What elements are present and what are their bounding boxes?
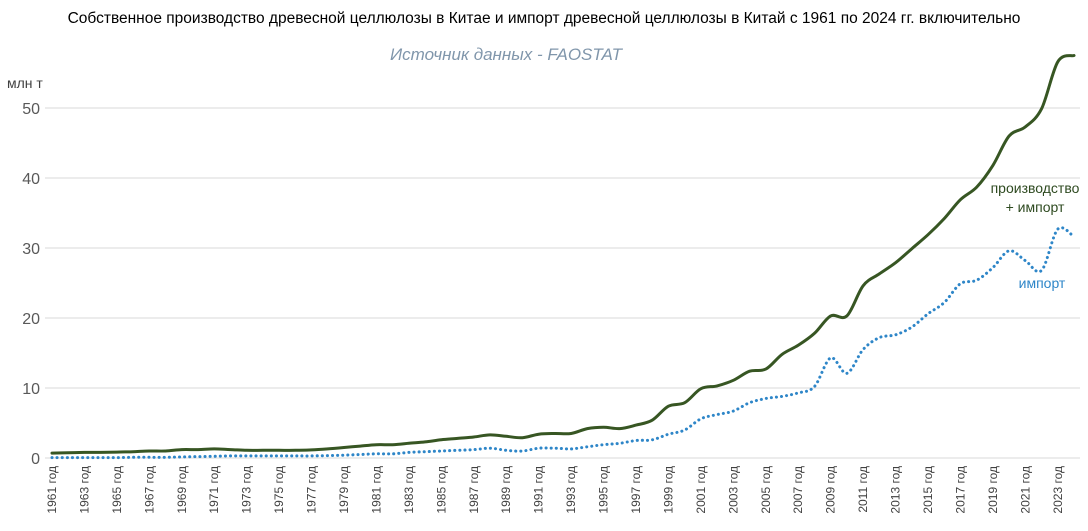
chart-subtitle: Источник данных - FAOSTAT <box>390 45 624 64</box>
x-tick-label: 1975 год <box>272 466 286 514</box>
gridlines <box>45 107 1080 459</box>
x-tick-label: 2007 год <box>791 466 805 514</box>
y-axis-ticks: 0 10 20 30 40 50 <box>22 101 40 468</box>
x-tick-label: 2013 год <box>889 466 903 514</box>
x-tick-label: 1983 год <box>402 466 416 514</box>
y-tick-label: 0 <box>31 451 40 468</box>
y-tick-label: 50 <box>22 101 40 118</box>
x-tick-label: 1967 год <box>142 466 156 514</box>
x-tick-label: 1977 год <box>305 466 319 514</box>
x-tick-label: 1961 год <box>45 466 59 514</box>
x-tick-label: 1963 год <box>77 466 91 514</box>
x-tick-label: 2017 год <box>953 466 967 514</box>
series-label-production-line1: производство <box>991 180 1080 196</box>
x-tick-label: 1995 год <box>597 466 611 514</box>
x-tick-label: 2021 год <box>1018 466 1032 514</box>
series-label-import: импорт <box>1019 275 1066 291</box>
x-tick-label: 2003 год <box>726 466 740 514</box>
x-tick-label: 2005 год <box>759 466 773 514</box>
y-tick-label: 20 <box>22 311 40 328</box>
x-tick-label: 2009 год <box>824 466 838 514</box>
x-tick-label: 1979 год <box>337 466 351 514</box>
x-tick-label: 1981 год <box>369 466 383 514</box>
x-tick-label: 1991 год <box>532 466 546 514</box>
x-tick-label: 2001 год <box>694 466 708 514</box>
x-tick-label: 2015 год <box>921 466 935 514</box>
x-tick-label: 1987 год <box>467 466 481 514</box>
x-tick-label: 2011 год <box>856 466 870 513</box>
series-label-production-line2: + импорт <box>1006 199 1065 215</box>
x-tick-label: 1969 год <box>175 466 189 514</box>
x-tick-label: 2019 год <box>986 466 1000 514</box>
series-line-import <box>50 226 1076 460</box>
x-tick-label: 1985 год <box>434 466 448 514</box>
x-tick-label: 2023 год <box>1051 466 1065 514</box>
series-line-production-plus-import <box>50 54 1076 455</box>
x-tick-label: 1997 год <box>629 466 643 514</box>
x-axis-ticks: 1961 год 1963 год 1965 год 1967 год 1969 год… <box>45 466 1065 514</box>
x-tick-label: 1993 год <box>564 466 578 514</box>
x-tick-label: 1999 год <box>661 466 675 514</box>
x-tick-label: 1971 год <box>207 466 221 514</box>
x-tick-label: 1989 год <box>499 466 513 514</box>
chart-title: Собственное производство древесной целлю… <box>68 10 1021 27</box>
y-tick-label: 30 <box>22 241 40 258</box>
y-axis-unit: млн т <box>7 75 43 91</box>
y-tick-label: 10 <box>22 381 40 398</box>
y-tick-label: 40 <box>22 171 40 188</box>
x-tick-label: 1965 год <box>110 466 124 514</box>
x-tick-label: 1973 год <box>240 466 254 514</box>
series-lines <box>50 54 1076 460</box>
